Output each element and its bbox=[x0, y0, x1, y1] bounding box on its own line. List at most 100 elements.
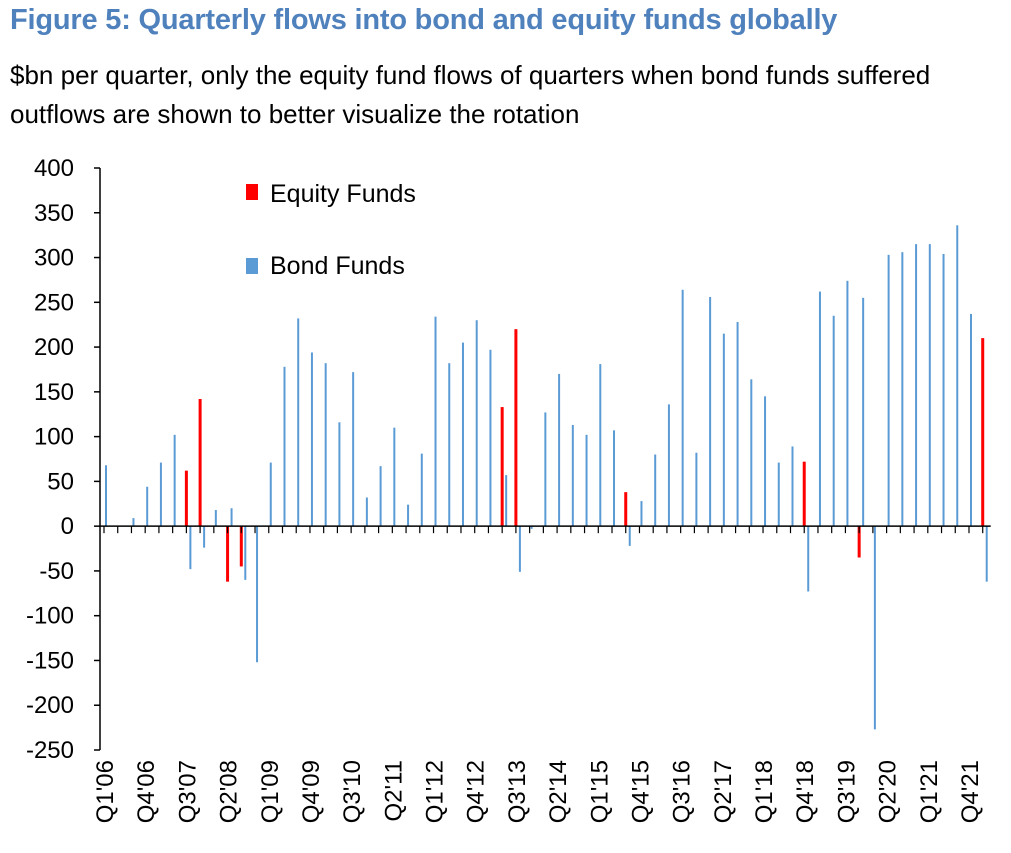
y-tick-label: -200 bbox=[26, 692, 74, 719]
equity-bar bbox=[239, 526, 243, 567]
bond-bar bbox=[942, 253, 945, 527]
equity-bar bbox=[624, 492, 628, 527]
bond-bar bbox=[667, 404, 670, 527]
equity-bar bbox=[500, 407, 504, 527]
bond-bar bbox=[777, 462, 780, 527]
x-tick-label: Q1'09 bbox=[257, 760, 284, 823]
bond-bar bbox=[558, 373, 561, 527]
bond-bar bbox=[407, 504, 410, 527]
y-tick-label: 200 bbox=[34, 334, 74, 361]
bond-bar bbox=[887, 254, 890, 527]
bond-bar bbox=[969, 313, 972, 527]
bond-bar bbox=[132, 518, 135, 527]
x-tick-label: Q2'20 bbox=[875, 760, 902, 823]
equity-bar bbox=[514, 329, 518, 527]
x-tick-label: Q1'06 bbox=[92, 760, 119, 823]
bond-bar bbox=[846, 280, 849, 527]
bond-bar bbox=[420, 453, 423, 527]
y-tick-label: -250 bbox=[26, 737, 74, 764]
x-axis: Q1'06 Q4'06 Q3'07 Q2'08 Q1'09 Q4'09 Q3'10 Q2'11… bbox=[92, 525, 991, 823]
equity-bar bbox=[226, 526, 230, 582]
bond-bar bbox=[352, 372, 355, 527]
y-tick-label: 50 bbox=[47, 468, 74, 495]
bond-bar bbox=[283, 366, 286, 527]
equity-bar bbox=[981, 338, 985, 527]
x-tick-label: Q3'13 bbox=[504, 760, 531, 823]
legend: Equity Funds Bond Funds bbox=[246, 180, 416, 280]
x-tick-label: Q2'11 bbox=[380, 760, 407, 822]
x-tick-label: Q4'21 bbox=[957, 760, 984, 823]
bond-bar bbox=[518, 526, 521, 572]
legend-bond-label: Bond Funds bbox=[270, 252, 405, 280]
x-tick-label: Q4'12 bbox=[463, 760, 490, 823]
bond-bar bbox=[338, 422, 341, 527]
x-tick-label: Q1'15 bbox=[586, 760, 613, 823]
bond-bar bbox=[173, 434, 176, 527]
equity-bar bbox=[198, 399, 202, 527]
y-tick-label: 300 bbox=[34, 245, 74, 272]
bond-bar bbox=[640, 501, 643, 527]
bond-bar bbox=[230, 508, 233, 527]
bond-bar bbox=[324, 363, 327, 527]
bond-bar bbox=[807, 526, 810, 592]
bond-bar bbox=[105, 465, 107, 527]
bond-bar bbox=[530, 526, 533, 529]
equity-bar bbox=[802, 461, 806, 527]
chart-title: Figure 5: Quarterly flows into bond and … bbox=[10, 4, 838, 36]
bond-bar bbox=[599, 364, 602, 527]
x-tick-label: Q4'15 bbox=[628, 760, 655, 823]
bond-bar bbox=[365, 497, 368, 527]
bars bbox=[105, 225, 988, 730]
x-tick-label: Q2'14 bbox=[545, 760, 572, 823]
bond-bar bbox=[269, 462, 272, 527]
x-tick-label: Q1'12 bbox=[422, 760, 449, 823]
x-tick-label: Q2'17 bbox=[710, 760, 737, 823]
bond-bar bbox=[489, 349, 492, 527]
bond-bar bbox=[750, 379, 753, 527]
bond-bar bbox=[862, 297, 865, 527]
bond-bar bbox=[681, 289, 684, 527]
bond-bar bbox=[146, 486, 149, 527]
x-tick-label: Q2'08 bbox=[216, 760, 243, 823]
x-tick-label: Q4'18 bbox=[792, 760, 819, 823]
bond-bar bbox=[722, 333, 725, 527]
bond-bar bbox=[571, 424, 574, 527]
chart-subtitle: $bn per quarter, only the equity fund fl… bbox=[10, 60, 931, 129]
y-tick-label: 150 bbox=[34, 379, 74, 406]
equity-bar bbox=[184, 470, 188, 527]
x-tick-label: Q1'21 bbox=[916, 760, 943, 823]
bond-bar bbox=[585, 434, 588, 527]
bond-bar bbox=[297, 318, 300, 527]
bond-bar bbox=[956, 225, 959, 527]
bond-bar bbox=[628, 526, 631, 546]
bond-bar bbox=[764, 396, 767, 527]
y-tick-label: 350 bbox=[34, 200, 74, 227]
bond-bar bbox=[901, 252, 904, 527]
bond-bar bbox=[709, 296, 712, 527]
y-tick-label: -150 bbox=[26, 647, 74, 674]
legend-bond-swatch bbox=[246, 258, 258, 274]
bond-bar bbox=[818, 291, 821, 527]
bond-bar bbox=[985, 526, 988, 582]
y-tick-label: 100 bbox=[34, 424, 74, 451]
bond-bar bbox=[873, 526, 876, 730]
bond-bar bbox=[613, 430, 616, 527]
x-tick-label: Q3'10 bbox=[339, 760, 366, 823]
legend-equity-swatch bbox=[246, 184, 258, 200]
y-tick-label: 250 bbox=[34, 289, 74, 316]
y-axis: 400 350 300 250 200 150 100 50 0 -50 -100 -150 -200 -… bbox=[26, 155, 101, 764]
bond-bar bbox=[256, 526, 259, 663]
bond-bar bbox=[203, 526, 206, 548]
x-tick-label: Q1'18 bbox=[751, 760, 778, 823]
bond-bar bbox=[244, 526, 247, 580]
x-tick-label: Q3'16 bbox=[669, 760, 696, 823]
bond-bar bbox=[915, 244, 918, 527]
bond-bar bbox=[791, 446, 794, 527]
bond-bar bbox=[189, 526, 192, 570]
y-tick-label: 0 bbox=[61, 513, 74, 540]
x-tick-label: Q4'06 bbox=[133, 760, 160, 823]
bond-bar bbox=[928, 244, 931, 527]
bond-bar bbox=[475, 320, 478, 527]
x-tick-label: Q4'09 bbox=[298, 760, 325, 823]
bond-bar bbox=[393, 427, 396, 527]
